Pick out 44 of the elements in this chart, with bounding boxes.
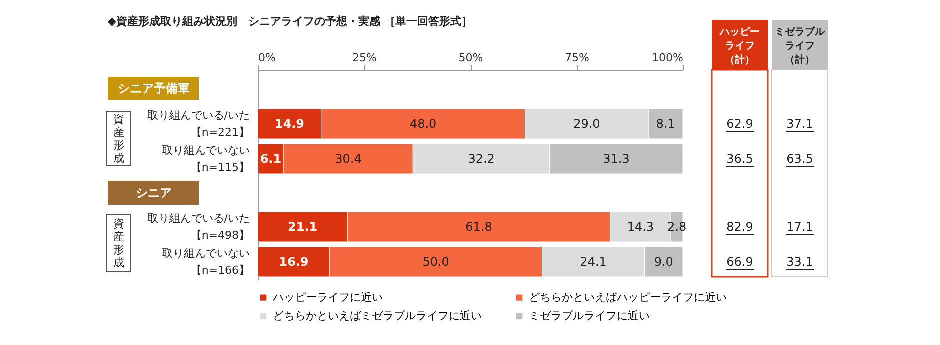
legend-label: どちらかといえばミゼラブルライフに近い <box>273 310 482 322</box>
y-tick-label: 取り組んでいる/いた【n=498】 <box>147 212 250 242</box>
text: 66.9 <box>726 255 754 269</box>
data-label: 9.0 <box>654 255 674 269</box>
text: 62.9 <box>726 117 754 131</box>
y-tick-label: 取り組んでいない【n=166】 <box>162 247 250 277</box>
text: ハッピーライフ（計） <box>719 26 760 66</box>
data-label: 6.1 <box>260 152 282 166</box>
data-label: 29.0 <box>574 117 600 131</box>
text: 資産形成 <box>114 113 124 165</box>
data-label: 50.0 <box>422 255 450 269</box>
data-label: 14.3 <box>627 220 654 234</box>
data-label: 31.3 <box>603 152 630 166</box>
x-tick-label: 25% <box>352 52 377 64</box>
text: 37.1 <box>786 117 814 131</box>
legend-label: どちらかといえばハッピーライフに近い <box>529 290 727 304</box>
data-label: 32.2 <box>468 152 495 166</box>
data-label: 48.0 <box>410 117 437 131</box>
x-tick-label: 100% <box>652 52 684 64</box>
text: 17.1 <box>786 220 814 234</box>
data-label: 8.1 <box>656 117 676 131</box>
text: 82.9 <box>726 220 754 234</box>
text: 36.5 <box>726 152 754 166</box>
text: ミゼラブルライフ（計） <box>775 26 826 66</box>
x-tick-label: 75% <box>565 52 590 64</box>
x-tick-label: 50% <box>458 52 484 64</box>
chart-title: ◆資産形成取り組み状況別 シニアライフの予想・実感 ［単一回答形式］ <box>108 15 472 28</box>
data-label: 16.9 <box>279 255 309 269</box>
y-tick-label: 取り組んでいない【n=115】 <box>162 144 250 174</box>
data-label: 21.1 <box>288 220 318 234</box>
data-label: 24.1 <box>580 255 607 269</box>
data-label: 14.9 <box>274 117 304 131</box>
y-tick-label: 取り組んでいる/いた【n=221】 <box>147 109 250 139</box>
text: 33.1 <box>786 255 814 269</box>
text: シニア <box>136 186 172 200</box>
data-label: 2.8 <box>668 220 687 234</box>
text: シニア予備軍 <box>118 82 190 96</box>
legend-label: ミゼラブルライフに近い <box>529 310 650 322</box>
data-label: 61.8 <box>466 220 492 234</box>
legend-label: ハッピーライフに近い <box>272 290 383 304</box>
text: 63.5 <box>786 152 814 166</box>
text: 資産形成 <box>114 218 124 270</box>
data-label: 30.4 <box>335 152 362 166</box>
x-tick-label: 0% <box>258 52 276 64</box>
